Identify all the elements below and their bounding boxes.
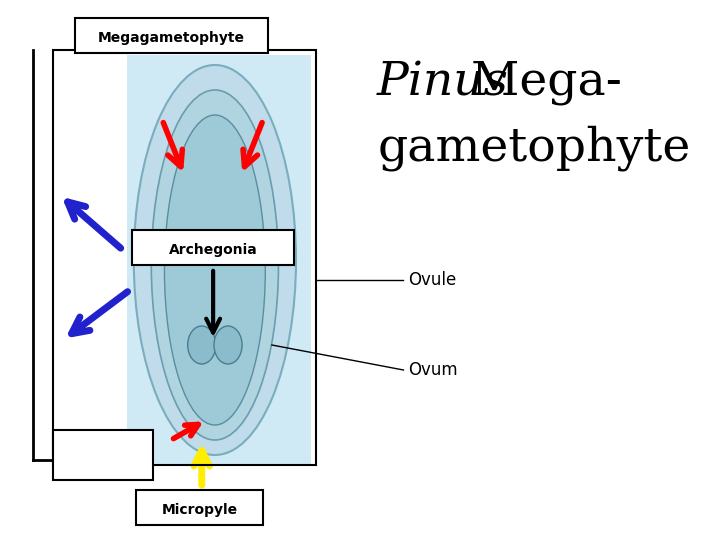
Ellipse shape (188, 326, 216, 364)
Bar (136, 490, 263, 525)
Text: Pinus: Pinus (377, 60, 509, 105)
Text: gametophyte: gametophyte (377, 125, 690, 171)
Text: Ovum: Ovum (408, 361, 457, 379)
Bar (132, 230, 294, 265)
Text: Mega-: Mega- (456, 60, 622, 105)
Ellipse shape (134, 65, 296, 455)
Bar (75, 18, 268, 53)
Text: Archegonia: Archegonia (168, 243, 258, 257)
Ellipse shape (214, 326, 242, 364)
Text: Micropyle: Micropyle (162, 503, 238, 517)
Bar (127, 55, 311, 465)
Text: Megagametophyte: Megagametophyte (97, 31, 245, 45)
Text: Ovule: Ovule (408, 271, 456, 289)
Ellipse shape (151, 90, 279, 440)
Ellipse shape (164, 115, 265, 425)
Bar (53, 430, 153, 480)
Bar (53, 50, 316, 465)
